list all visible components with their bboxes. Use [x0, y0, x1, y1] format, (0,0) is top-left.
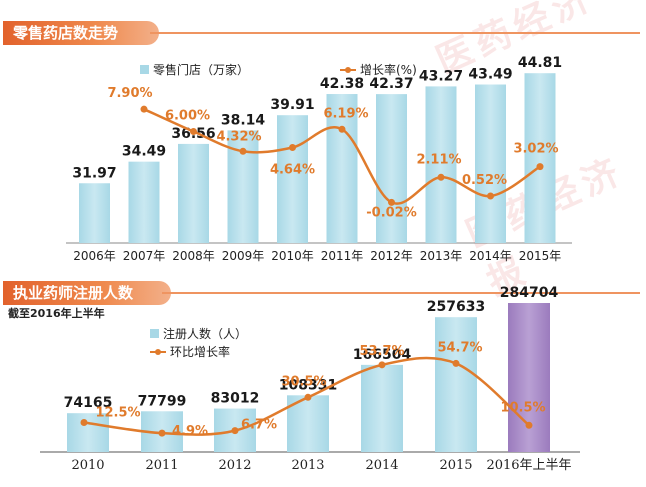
- chart2-value-label: 74165: [64, 395, 113, 411]
- legend-line-label: 环比增长率: [170, 344, 230, 359]
- chart1-value-label: 44.81: [518, 55, 562, 71]
- legend-line-marker: [345, 67, 351, 73]
- chart1-bar: [277, 115, 308, 243]
- chart1-x-tick-label: 2008年: [172, 249, 215, 263]
- chart2-growth-point: [525, 421, 533, 429]
- chart1-bar: [425, 86, 457, 244]
- chart1-growth-label: 7.90%: [107, 86, 152, 101]
- chart2-title-rule: [162, 292, 640, 294]
- chart1-x-tick-label: 2010年: [271, 249, 314, 263]
- chart2-value-label: 284704: [500, 285, 559, 301]
- chart2-growth-point: [378, 361, 386, 369]
- chart1-value-label: 42.37: [369, 76, 413, 92]
- chart1-value-label: 38.14: [221, 112, 266, 128]
- chart2-growth-label: 4.9%: [172, 424, 208, 439]
- chart1-bar: [79, 183, 110, 243]
- chart2-x-tick-label: 2014: [365, 458, 398, 473]
- chart1-growth-point: [190, 128, 197, 136]
- chart2-growth-label: 10.5%: [500, 400, 545, 415]
- chart1-growth-label: 3.02%: [513, 142, 558, 157]
- legend-bar-swatch: [140, 65, 149, 74]
- chart1-title-banner: 零售药店数走势: [3, 21, 159, 45]
- chart1-growth-label: -0.02%: [366, 205, 417, 220]
- chart2-x-tick-label: 2011: [145, 458, 178, 473]
- chart2-growth-label: 54.7%: [437, 340, 482, 355]
- chart1-growth-point: [536, 163, 544, 171]
- chart2-growth-label: 53.7%: [359, 344, 404, 359]
- chart1-value-label: 34.49: [122, 144, 166, 160]
- chart2-value-label: 77799: [138, 393, 187, 409]
- chart2-x-tick-label: 2016年上半年: [486, 458, 571, 473]
- chart1-x-tick-label: 2006年: [73, 249, 116, 263]
- chart1-growth-point: [140, 105, 148, 113]
- chart2-value-label: 257633: [427, 299, 485, 315]
- legend-line-label: 增长率(%): [360, 62, 417, 77]
- chart2-bar: [361, 364, 403, 452]
- chart1-x-tick-label: 2009年: [222, 249, 265, 263]
- chart1-growth-point: [239, 147, 247, 155]
- chart1-bar: [178, 143, 209, 243]
- chart1-x-tick-label: 2015年: [519, 249, 562, 263]
- chart1-value-label: 39.91: [270, 97, 314, 113]
- chart2-growth-label: 12.5%: [95, 406, 140, 421]
- chart1-x-tick-label: 2011年: [321, 249, 364, 263]
- chart2-title-banner: 执业药师注册人数: [3, 281, 171, 305]
- chart1-value-label: 42.38: [320, 76, 364, 92]
- chart1-value-label: 31.97: [72, 165, 116, 181]
- chart2-growth-point: [158, 429, 166, 437]
- legend-bar-label: 零售门店（万家）: [153, 62, 249, 77]
- chart1-growth-point: [437, 173, 445, 181]
- chart2-growth-point: [452, 359, 460, 367]
- chart2-x-tick-label: 2015: [439, 458, 472, 473]
- chart2-subtitle: 截至2016年上半年: [8, 307, 105, 320]
- chart1-title-rule: [150, 32, 640, 34]
- chart2-x-tick-label: 2012: [218, 458, 251, 473]
- chart1-bar: [376, 94, 407, 243]
- legend-line-marker: [155, 349, 161, 355]
- chart1-bar: [475, 84, 506, 243]
- chart1-bar: [128, 161, 160, 243]
- chart1-growth-label: 6.00%: [165, 109, 210, 124]
- chart1-growth-label: 4.32%: [216, 129, 261, 144]
- chart1-growth-label: 6.19%: [323, 106, 368, 121]
- chart1-growth-label: 2.11%: [416, 152, 461, 167]
- chart1-bar: [326, 94, 358, 244]
- chart1-growth-point: [338, 125, 346, 133]
- chart1-x-tick-label: 2012年: [370, 249, 413, 263]
- chart1-growth-point: [388, 198, 395, 206]
- chart1-growth-point: [289, 144, 296, 152]
- chart2-growth-point: [80, 419, 88, 426]
- legend-bar-swatch: [150, 329, 159, 338]
- chart1-growth-point: [487, 192, 494, 200]
- chart1-value-label: 43.27: [419, 68, 463, 84]
- chart2-growth-label: 6.7%: [241, 418, 277, 433]
- chart2-value-label: 83012: [211, 391, 260, 407]
- chart1-bar: [524, 73, 556, 243]
- chart2-x-tick-label: 2013: [291, 458, 324, 473]
- chart2-bar-highlight: [508, 303, 550, 452]
- chart1-x-tick-label: 2007年: [123, 249, 166, 263]
- chart2-growth-point: [304, 393, 312, 401]
- chart1-x-tick-label: 2013年: [420, 249, 463, 263]
- chart2-x-tick-label: 2010: [71, 458, 104, 473]
- chart1-x-tick-label: 2014年: [469, 249, 512, 263]
- legend-bar-label: 注册人数（人）: [163, 326, 247, 341]
- chart2-growth-label: 30.5%: [281, 374, 326, 389]
- chart2-growth-point: [231, 427, 239, 435]
- chart2-value-label: 166504: [353, 347, 412, 363]
- chart2-bar: [67, 413, 109, 452]
- chart1-growth-label: 0.52%: [462, 173, 507, 188]
- chart1-growth-label: 4.64%: [270, 163, 315, 178]
- chart1-value-label: 43.49: [468, 67, 512, 83]
- chart2-bar: [435, 317, 477, 452]
